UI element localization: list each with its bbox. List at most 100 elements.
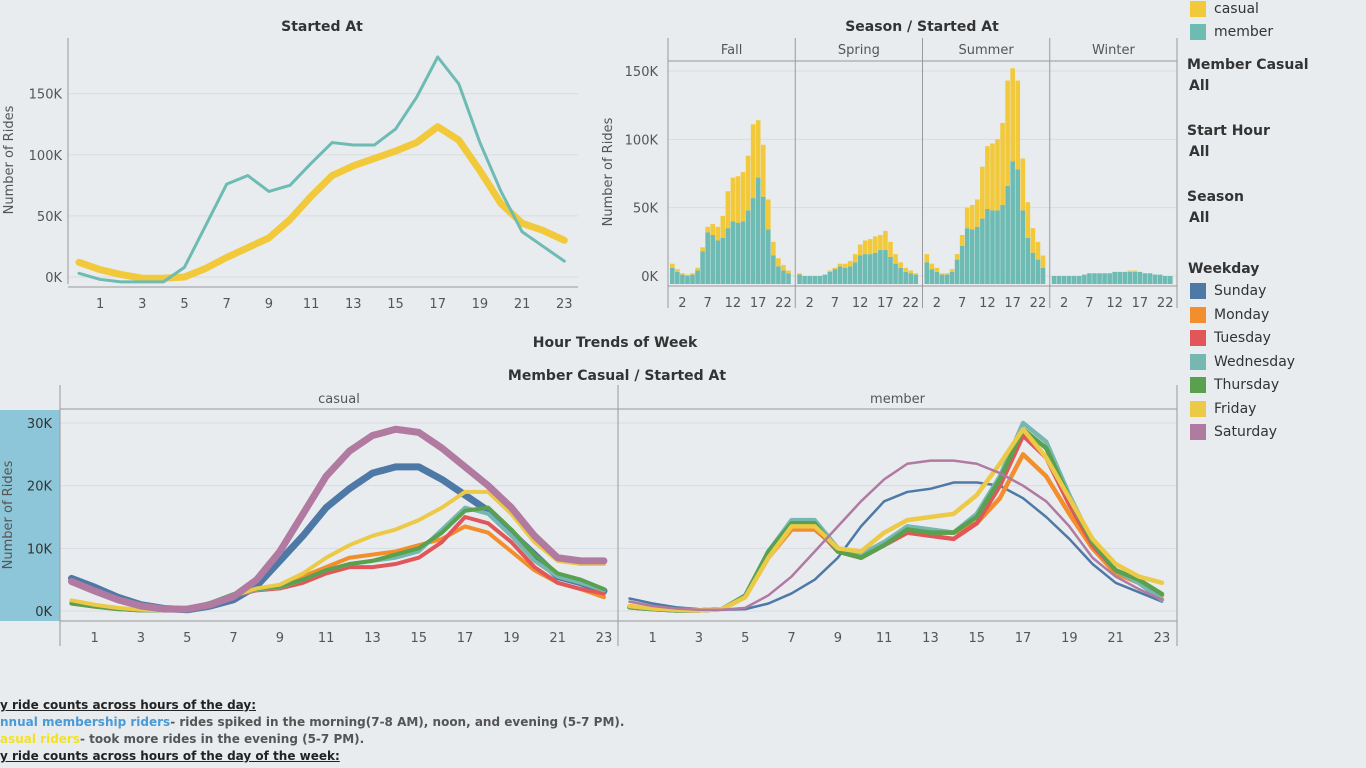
filter-value-season[interactable]: All xyxy=(1189,210,1210,226)
x-tick-label: 22 xyxy=(1157,296,1174,311)
legend-item-member[interactable]: member xyxy=(1190,23,1273,41)
x-tick-label: 12 xyxy=(852,296,869,311)
bar-member xyxy=(735,222,741,284)
bar-casual xyxy=(730,177,736,222)
bar-casual xyxy=(771,241,776,256)
series-line-casual-sunday xyxy=(68,463,608,614)
x-tick-label: 17 xyxy=(429,297,446,312)
bar-casual xyxy=(908,270,913,274)
weekday-legend-item-thursday[interactable]: Thursday xyxy=(1190,376,1279,394)
bar-member xyxy=(888,256,893,284)
bar-member xyxy=(975,226,980,284)
legend-label: Monday xyxy=(1214,306,1270,323)
bar-member xyxy=(873,252,878,284)
legend-swatch xyxy=(1190,330,1206,346)
bar-member xyxy=(1092,273,1097,284)
bar-casual xyxy=(883,230,888,251)
bar-casual xyxy=(715,226,721,241)
bar-casual xyxy=(862,240,868,255)
bar-casual xyxy=(685,274,690,276)
bar-member xyxy=(802,276,807,284)
x-tick-label: 19 xyxy=(1061,631,1078,646)
bar-casual xyxy=(735,176,741,223)
legend-item-casual[interactable]: casual xyxy=(1190,0,1259,18)
bar-casual xyxy=(827,270,833,272)
series-line-casual-saturday xyxy=(68,425,608,613)
bar-member xyxy=(1061,276,1067,284)
bar-member xyxy=(797,274,802,284)
bar-casual xyxy=(939,273,945,275)
weekday-legend-item-tuesday[interactable]: Tuesday xyxy=(1190,329,1271,347)
x-tick-label: 11 xyxy=(318,631,335,646)
y-axis-label: Number of Rides xyxy=(601,117,616,226)
weekday-legend-title: Weekday xyxy=(1188,261,1260,277)
bar-member xyxy=(903,271,908,284)
x-tick-label: 23 xyxy=(596,631,613,646)
bar-casual xyxy=(837,263,843,267)
x-tick-label: 17 xyxy=(457,631,474,646)
panel-label-member: member xyxy=(870,392,926,407)
bar-member xyxy=(1056,276,1062,284)
bar-casual xyxy=(934,267,940,272)
bar-member xyxy=(760,196,766,284)
panel-label-winter: Winter xyxy=(1092,43,1136,58)
y-tick-label: 50K xyxy=(633,202,659,217)
x-tick-label: 17 xyxy=(877,296,894,311)
x-tick-label: 15 xyxy=(968,631,985,646)
x-tick-label: 5 xyxy=(180,297,188,312)
legend-swatch xyxy=(1190,306,1206,323)
x-tick-label: 21 xyxy=(514,297,531,312)
bar-casual xyxy=(781,265,786,271)
bar-member xyxy=(913,274,919,284)
filter-value-start-hour[interactable]: All xyxy=(1189,144,1210,160)
bar-casual xyxy=(832,267,838,270)
bar-member xyxy=(1157,274,1163,284)
bar-member xyxy=(1122,271,1128,284)
bar-casual xyxy=(695,267,700,271)
y-tick-label: 50K xyxy=(37,210,63,225)
bar-member xyxy=(898,267,903,284)
bar-casual xyxy=(944,273,950,275)
bar-casual xyxy=(985,146,990,210)
bar-member xyxy=(1015,169,1021,284)
bar-member xyxy=(934,271,940,284)
bar-member xyxy=(745,210,751,284)
weekday-legend-item-sunday[interactable]: Sunday xyxy=(1190,282,1266,300)
bar-member xyxy=(740,221,746,284)
bar-casual xyxy=(700,247,705,252)
x-tick-label: 7 xyxy=(229,631,237,646)
weekday-legend-item-friday[interactable]: Friday xyxy=(1190,400,1256,418)
x-tick-label: 7 xyxy=(1085,296,1093,311)
bar-casual xyxy=(1035,241,1041,260)
legend-label: Saturday xyxy=(1214,424,1278,440)
y-tick-label: 0K xyxy=(45,271,62,286)
bar-member xyxy=(924,262,930,284)
legend-label: casual xyxy=(1214,1,1259,17)
legend-label: member xyxy=(1214,24,1274,40)
bar-member xyxy=(1051,276,1057,284)
notes-panel: y ride counts across hours of the day: n… xyxy=(0,697,700,765)
chart-title: Started At xyxy=(281,19,363,35)
series-line-member-sunday xyxy=(628,481,1164,611)
weekday-legend-item-monday[interactable]: Monday xyxy=(1190,306,1269,324)
weekday-legend-item-saturday[interactable]: Saturday xyxy=(1190,423,1277,441)
panel-label-fall: Fall xyxy=(721,43,742,58)
x-tick-label: 2 xyxy=(1060,296,1068,311)
legend-label: Sunday xyxy=(1214,283,1267,299)
bar-member xyxy=(730,221,736,284)
bar-member xyxy=(690,274,695,284)
filter-title-start-hour: Start Hour xyxy=(1187,123,1270,139)
bar-member xyxy=(765,229,771,284)
bar-casual xyxy=(842,263,848,268)
x-tick-label: 7 xyxy=(704,296,712,311)
bar-casual xyxy=(755,120,761,178)
x-tick-label: 19 xyxy=(472,297,489,312)
weekday-legend-item-wednesday[interactable]: Wednesday xyxy=(1190,353,1295,371)
bar-member xyxy=(1167,276,1173,284)
bar-member xyxy=(954,259,960,284)
bar-member xyxy=(939,274,945,284)
bar-member xyxy=(837,266,843,284)
filter-value-member-casual[interactable]: All xyxy=(1189,78,1210,94)
legend-label: Thursday xyxy=(1214,377,1280,393)
bar-member xyxy=(812,276,818,284)
